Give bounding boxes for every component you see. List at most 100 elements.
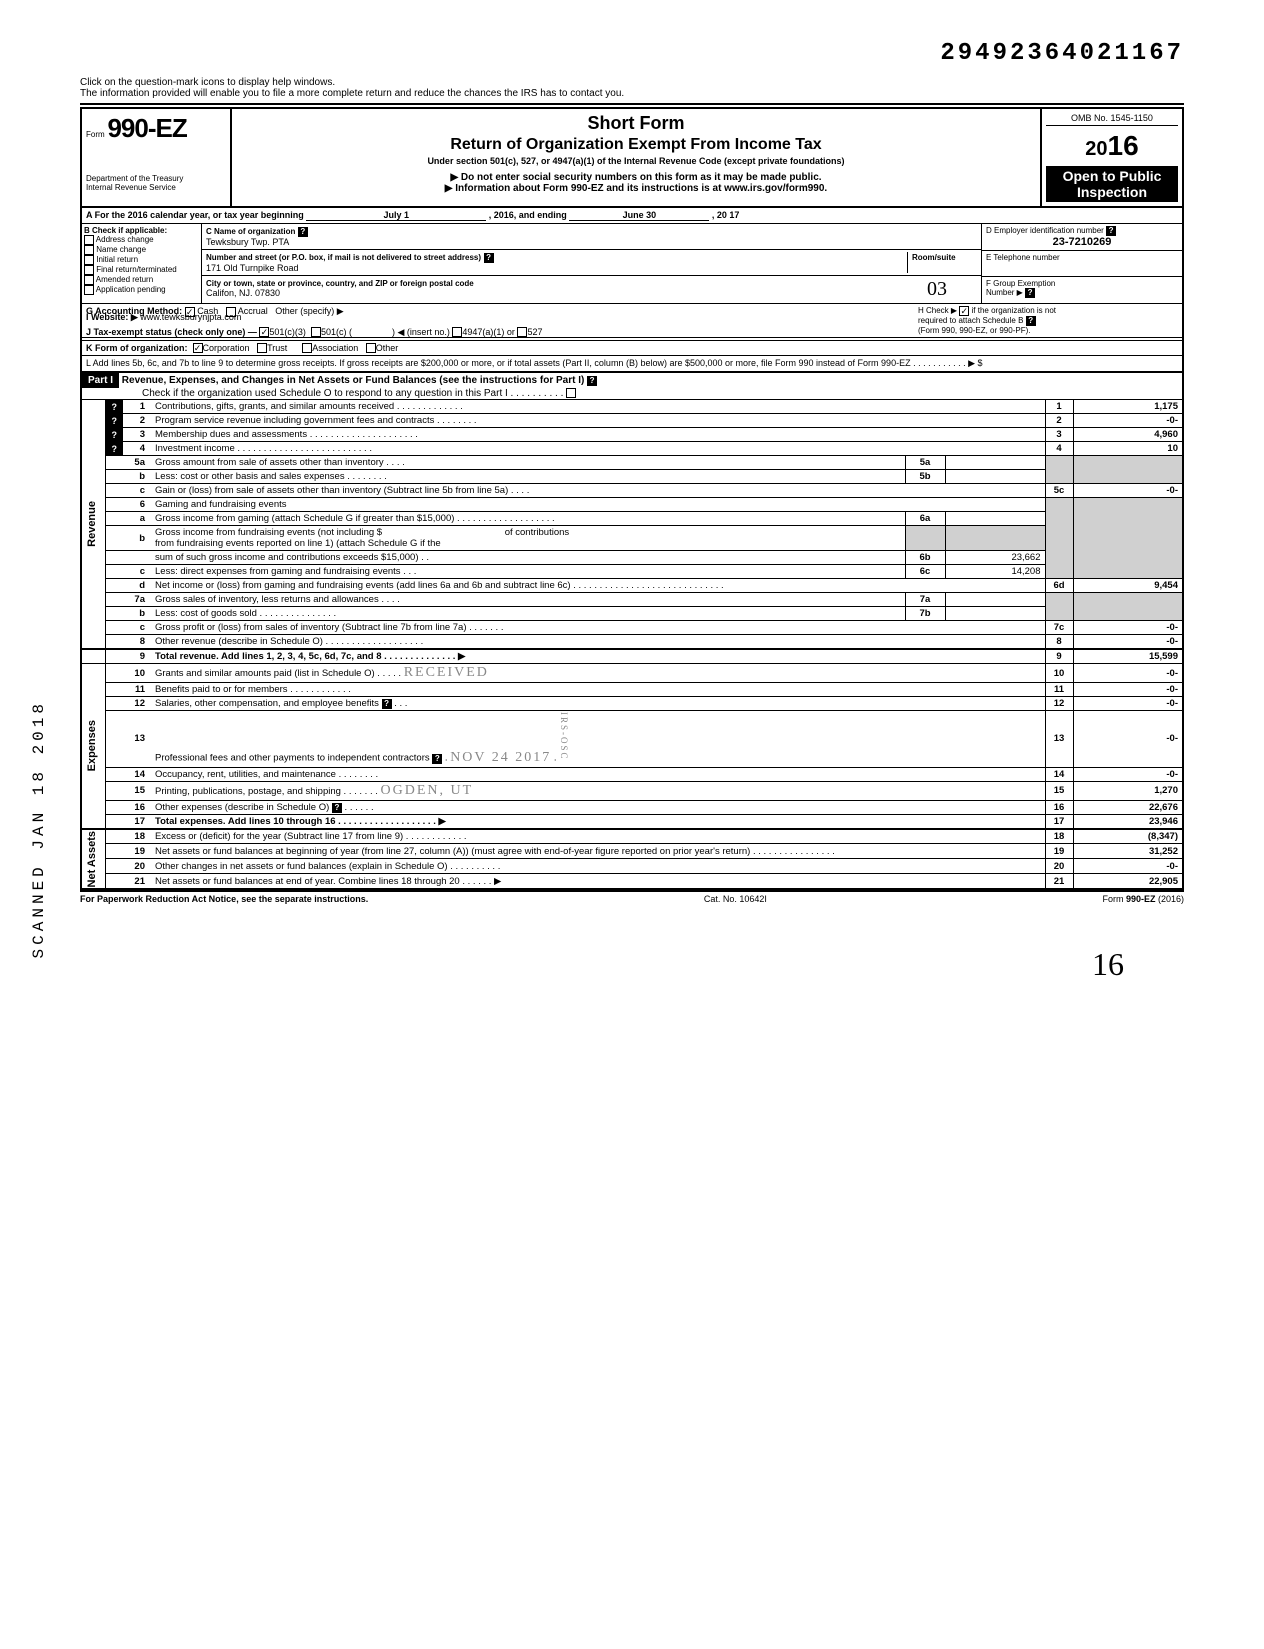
- check-schedule-o: Check if the organization used Schedule …: [82, 388, 563, 399]
- dept-treasury: Department of the Treasury: [86, 174, 226, 183]
- help-line2: The information provided will enable you…: [80, 88, 1184, 99]
- j-label: J Tax-exempt status (check only one) —: [86, 327, 257, 338]
- check-trust[interactable]: [257, 343, 267, 353]
- open-public: Open to Public Inspection: [1046, 166, 1178, 202]
- form-title: Return of Organization Exempt From Incom…: [240, 136, 1032, 154]
- city-state-zip: Califon, NJ. 07830: [206, 288, 280, 298]
- line5a-desc: Gross amount from sale of assets other t…: [151, 456, 905, 470]
- line15-desc: Printing, publications, postage, and shi…: [151, 781, 1045, 800]
- line16-val: 22,676: [1073, 800, 1183, 814]
- help-icon[interactable]: ?: [432, 754, 442, 764]
- form-prefix: Form: [86, 130, 105, 139]
- check-pending[interactable]: Application pending: [84, 285, 199, 295]
- line2-desc: Program service revenue including govern…: [151, 414, 1045, 428]
- line5b-desc: Less: cost or other basis and sales expe…: [151, 470, 905, 484]
- line19-val: 31,252: [1073, 844, 1183, 859]
- line11-desc: Benefits paid to or for members . . . . …: [151, 683, 1045, 697]
- line10-val: -0-: [1073, 664, 1183, 683]
- check-initial[interactable]: Initial return: [84, 255, 199, 265]
- line1-val: 1,175: [1073, 400, 1183, 414]
- help-icon[interactable]: ?: [1026, 316, 1036, 326]
- line3-desc: Membership dues and assessments . . . . …: [151, 428, 1045, 442]
- line1-desc: Contributions, gifts, grants, and simila…: [151, 400, 1045, 414]
- line13-val: -0-: [1073, 711, 1183, 768]
- period-end: June 30: [569, 210, 709, 221]
- d-label: D Employer identification number: [986, 226, 1104, 235]
- check-amended[interactable]: Amended return: [84, 275, 199, 285]
- e-label: E Telephone number: [986, 253, 1060, 262]
- date-stamp: NOV 24 2017: [450, 750, 551, 766]
- check-4947[interactable]: [452, 327, 462, 337]
- document-number: 29492364021167: [80, 40, 1184, 67]
- line12-desc: Salaries, other compensation, and employ…: [151, 697, 1045, 711]
- tax-period-row: A For the 2016 calendar year, or tax yea…: [80, 208, 1184, 224]
- check-corp[interactable]: [193, 343, 203, 353]
- form-subtitle: Under section 501(c), 527, or 4947(a)(1)…: [240, 156, 1032, 166]
- help-icon[interactable]: ?: [1106, 226, 1116, 236]
- line17-desc: Total expenses. Add lines 10 through 16 …: [151, 814, 1045, 829]
- line6b-desc: Gross income from fundraising events (no…: [151, 526, 905, 551]
- help-icon[interactable]: ?: [105, 400, 123, 414]
- part1-title: Revenue, Expenses, and Changes in Net As…: [122, 375, 585, 386]
- check-o-box[interactable]: [566, 388, 576, 398]
- line21-val: 22,905: [1073, 874, 1183, 889]
- help-icon[interactable]: ?: [382, 699, 392, 709]
- line7a-desc: Gross sales of inventory, less returns a…: [151, 593, 905, 607]
- footer-left: For Paperwork Reduction Act Notice, see …: [80, 894, 368, 904]
- street-address: 171 Old Turnpike Road: [206, 263, 299, 273]
- instruction-l: L Add lines 5b, 6c, and 7b to line 9 to …: [80, 356, 1184, 372]
- help-icon[interactable]: ?: [332, 803, 342, 813]
- irs-stamp: IRS-OSC: [559, 712, 569, 761]
- netassets-label: Net Assets: [86, 831, 98, 887]
- check-527[interactable]: [517, 327, 527, 337]
- line7b-desc: Less: cost of goods sold . . . . . . . .…: [151, 607, 905, 621]
- check-other-org[interactable]: [366, 343, 376, 353]
- check-assoc[interactable]: [302, 343, 312, 353]
- check-h[interactable]: [959, 306, 969, 316]
- line21-desc: Net assets or fund balances at end of ye…: [151, 874, 1045, 889]
- check-501c3[interactable]: [259, 327, 269, 337]
- c-label: C Name of organization: [206, 227, 295, 236]
- line4-val: 10: [1073, 442, 1183, 456]
- help-icon[interactable]: ?: [587, 376, 597, 386]
- line6a-desc: Gross income from gaming (attach Schedul…: [151, 512, 905, 526]
- info-link: ▶ Information about Form 990-EZ and its …: [240, 183, 1032, 194]
- website-url: www.tewksburynjpta.com: [140, 312, 241, 323]
- line5c-val: -0-: [1073, 484, 1183, 498]
- help-line1: Click on the question-mark icons to disp…: [80, 77, 1184, 88]
- part1-label: Part I: [82, 373, 119, 388]
- help-icon[interactable]: ?: [1025, 288, 1035, 298]
- check-final[interactable]: Final return/terminated: [84, 265, 199, 275]
- help-icon[interactable]: ?: [298, 227, 308, 237]
- dept-irs: Internal Revenue Service: [86, 183, 226, 192]
- line17-val: 23,946: [1073, 814, 1183, 829]
- line6d-val: 9,454: [1073, 579, 1183, 593]
- help-icon[interactable]: ?: [105, 442, 123, 456]
- line14-val: -0-: [1073, 767, 1183, 781]
- line4-desc: Investment income . . . . . . . . . . . …: [151, 442, 1045, 456]
- k-label: K Form of organization:: [86, 343, 188, 353]
- omb-number: OMB No. 1545-1150: [1046, 113, 1178, 126]
- line18-val: (8,347): [1073, 829, 1183, 844]
- line15-val: 1,270: [1073, 781, 1183, 800]
- line8-desc: Other revenue (describe in Schedule O) .…: [151, 635, 1045, 650]
- handwritten-page-number: 16: [80, 946, 1184, 983]
- tax-year: 2016: [1046, 130, 1178, 162]
- line14-desc: Occupancy, rent, utilities, and maintena…: [151, 767, 1045, 781]
- line18-desc: Excess or (deficit) for the year (Subtra…: [151, 829, 1045, 844]
- help-icon[interactable]: ?: [484, 253, 494, 263]
- i-label: I Website: ▶: [86, 312, 138, 323]
- org-form-row: K Form of organization: Corporation Trus…: [80, 341, 1184, 356]
- check-address[interactable]: Address change: [84, 235, 199, 245]
- f-label2: Number ▶: [986, 288, 1023, 297]
- part1-header: Part I Revenue, Expenses, and Changes in…: [80, 372, 1184, 400]
- expenses-label: Expenses: [86, 720, 98, 771]
- org-name: Tewksbury Twp. PTA: [206, 237, 289, 247]
- ogden-stamp: OGDEN, UT: [381, 783, 474, 799]
- check-name[interactable]: Name change: [84, 245, 199, 255]
- help-icon[interactable]: ?: [105, 428, 123, 442]
- room-label: Room/suite: [912, 253, 956, 262]
- help-icon[interactable]: ?: [105, 414, 123, 428]
- check-501c[interactable]: [311, 327, 321, 337]
- line6d-desc: Net income or (loss) from gaming and fun…: [151, 579, 1045, 593]
